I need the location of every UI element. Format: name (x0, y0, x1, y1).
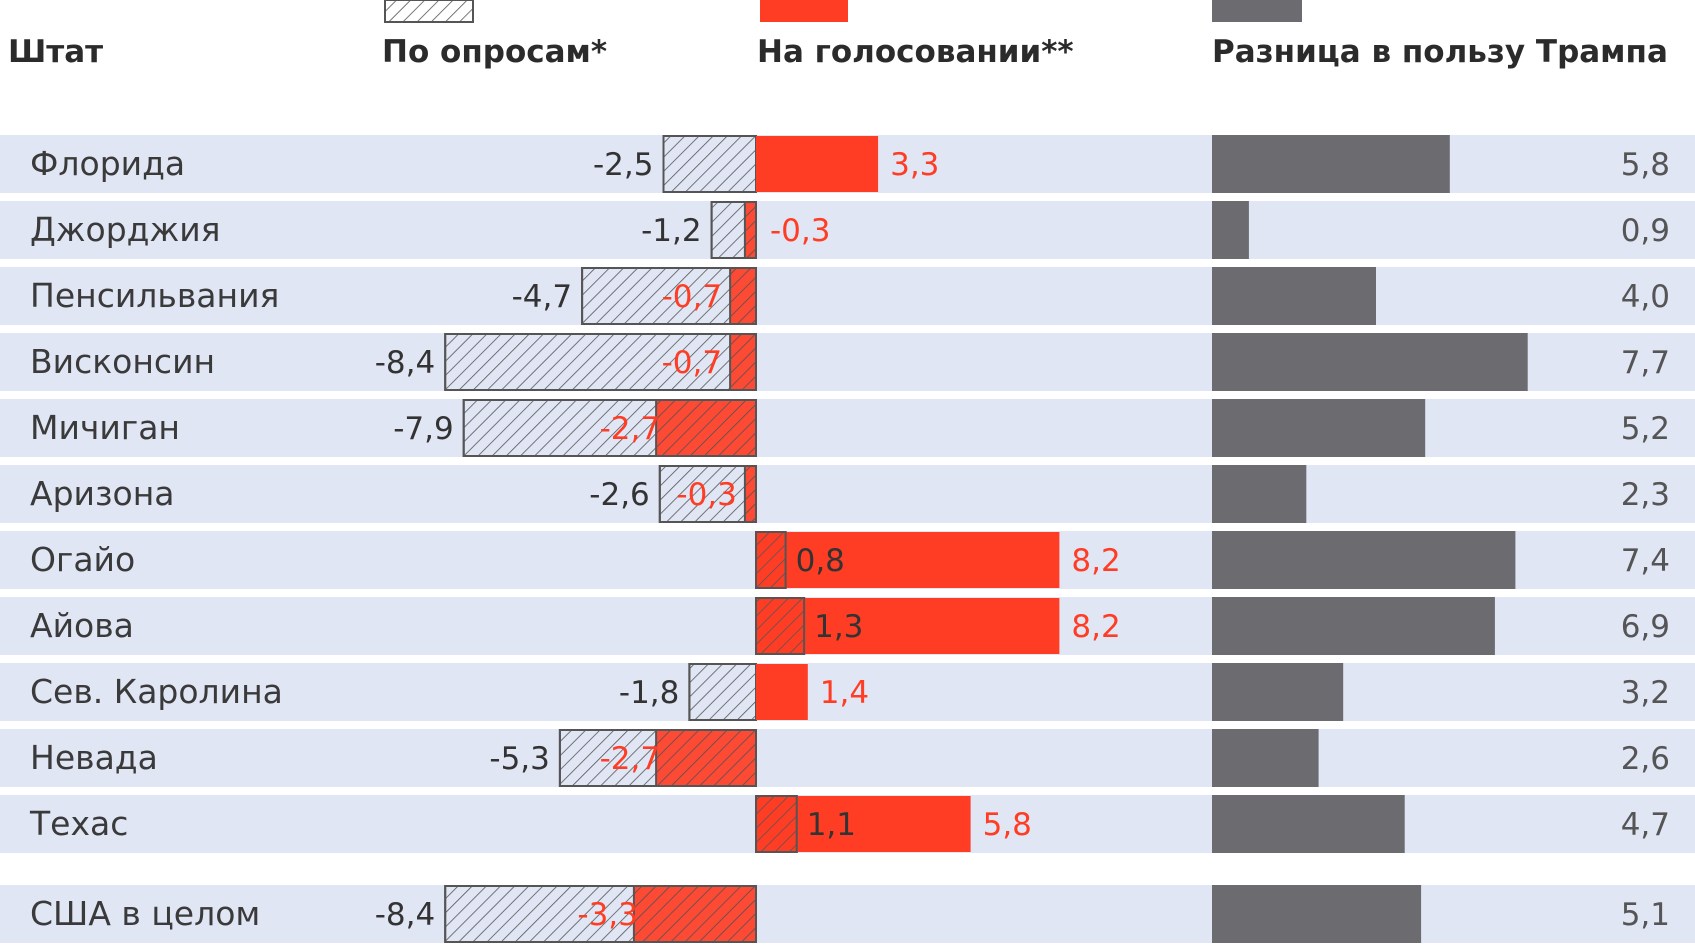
diff-bar (1212, 465, 1307, 523)
polls-bar (688, 663, 758, 721)
polls-value-label: -1,8 (619, 675, 680, 711)
state-label: Флорида (30, 144, 185, 183)
vote-value-label: -3,3 (577, 897, 638, 933)
diff-value-label: 6,9 (1621, 609, 1670, 645)
diff-value-label: 7,7 (1621, 345, 1670, 381)
polls-value-label: 1,3 (814, 609, 863, 645)
polls-value-label: -2,6 (589, 477, 650, 513)
row-band (0, 201, 1695, 259)
diff-bar (1212, 663, 1344, 721)
header-polls: По опросам* (382, 34, 607, 70)
vote-value-label: 8,2 (1071, 543, 1120, 579)
polls-value-label: -5,3 (489, 741, 550, 777)
diff-value-label: 7,4 (1621, 543, 1670, 579)
header-diff: Разница в пользу Трампа (1212, 34, 1668, 70)
state-label: Аризона (30, 474, 175, 513)
diff-value-label: 2,6 (1621, 741, 1670, 777)
diff-bar (1212, 597, 1495, 655)
state-label: Техас (29, 804, 128, 843)
header-state: Штат (8, 34, 103, 70)
legend-swatch-polls (384, 0, 474, 23)
polls-value-label: 1,1 (807, 807, 856, 843)
diff-value-label: 5,1 (1621, 897, 1670, 933)
state-label: Мичиган (30, 408, 180, 447)
state-label: США в целом (30, 894, 260, 933)
legend-swatch-diff (1212, 0, 1302, 22)
overlap-hatch (755, 795, 798, 853)
diff-bar (1212, 201, 1249, 259)
diff-value-label: 0,9 (1621, 213, 1670, 249)
diff-value-label: 3,2 (1621, 675, 1670, 711)
overlap-hatch (755, 597, 806, 655)
overlap-hatch (755, 531, 787, 589)
vote-value-label: -2,7 (600, 741, 661, 777)
diff-bar (1212, 795, 1405, 853)
state-label: Джорджия (30, 210, 221, 249)
state-label: Огайо (30, 540, 135, 579)
vote-value-label: 3,3 (890, 147, 939, 183)
polls-bar (581, 267, 757, 325)
vote-bar (756, 664, 808, 720)
state-label: Невада (30, 738, 158, 777)
vote-value-label: -0,7 (662, 345, 723, 381)
polls-bar (662, 135, 757, 193)
vote-value-label: 1,4 (820, 675, 869, 711)
diff-bar (1212, 885, 1422, 943)
state-label: Сев. Каролина (30, 672, 283, 711)
polls-value-label: -2,5 (593, 147, 654, 183)
vote-bar (756, 532, 1060, 588)
polls-value-label: -1,2 (641, 213, 702, 249)
vote-value-label: 8,2 (1071, 609, 1120, 645)
diff-value-label: 4,0 (1621, 279, 1670, 315)
overlap-hatch (743, 201, 758, 259)
row-band (0, 729, 1695, 787)
vote-value-label: -0,3 (770, 213, 831, 249)
polls-value-label: -8,4 (375, 897, 436, 933)
diff-bar (1212, 399, 1426, 457)
overlap-hatch (632, 885, 758, 943)
polls-bar (658, 465, 757, 523)
polls-value-label: -8,4 (375, 345, 436, 381)
state-label: Висконсин (30, 342, 215, 381)
overlap-hatch (729, 333, 757, 391)
diff-value-label: 5,8 (1621, 147, 1670, 183)
diff-bar (1212, 135, 1450, 193)
overlap-hatch (743, 465, 758, 523)
vote-value-label: -2,7 (600, 411, 661, 447)
overlap-hatch (655, 729, 757, 787)
diff-value-label: 4,7 (1621, 807, 1670, 843)
polls-value-label: 0,8 (796, 543, 845, 579)
state-label: Айова (30, 606, 134, 645)
overlap-hatch (729, 267, 757, 325)
state-label: Пенсильвания (30, 276, 279, 315)
vote-value-label: 5,8 (983, 807, 1032, 843)
legend (384, 0, 1302, 23)
header-vote: На голосовании** (757, 34, 1074, 70)
row-band (0, 663, 1695, 721)
diff-bar (1212, 729, 1319, 787)
chart-rows: Флорида -2,5 3,3 5,8 Джорджия -1,2 -0,3 0,9 Пенс… (0, 135, 1695, 943)
diff-bar (1212, 333, 1528, 391)
row-band (0, 465, 1695, 523)
vote-bar (756, 598, 1060, 654)
row-band (0, 267, 1695, 325)
vote-bar (756, 136, 879, 192)
polls-value-label: -7,9 (393, 411, 454, 447)
vote-value-label: -0,3 (676, 477, 737, 513)
polls-bar (444, 333, 757, 391)
diff-bar (1212, 267, 1376, 325)
vote-value-label: -0,7 (662, 279, 723, 315)
diff-bar (1212, 531, 1516, 589)
row-band (0, 399, 1695, 457)
legend-swatch-vote (760, 0, 848, 22)
overlap-hatch (655, 399, 757, 457)
polls-value-label: -4,7 (512, 279, 573, 315)
diff-value-label: 2,3 (1621, 477, 1670, 513)
diff-value-label: 5,2 (1621, 411, 1670, 447)
